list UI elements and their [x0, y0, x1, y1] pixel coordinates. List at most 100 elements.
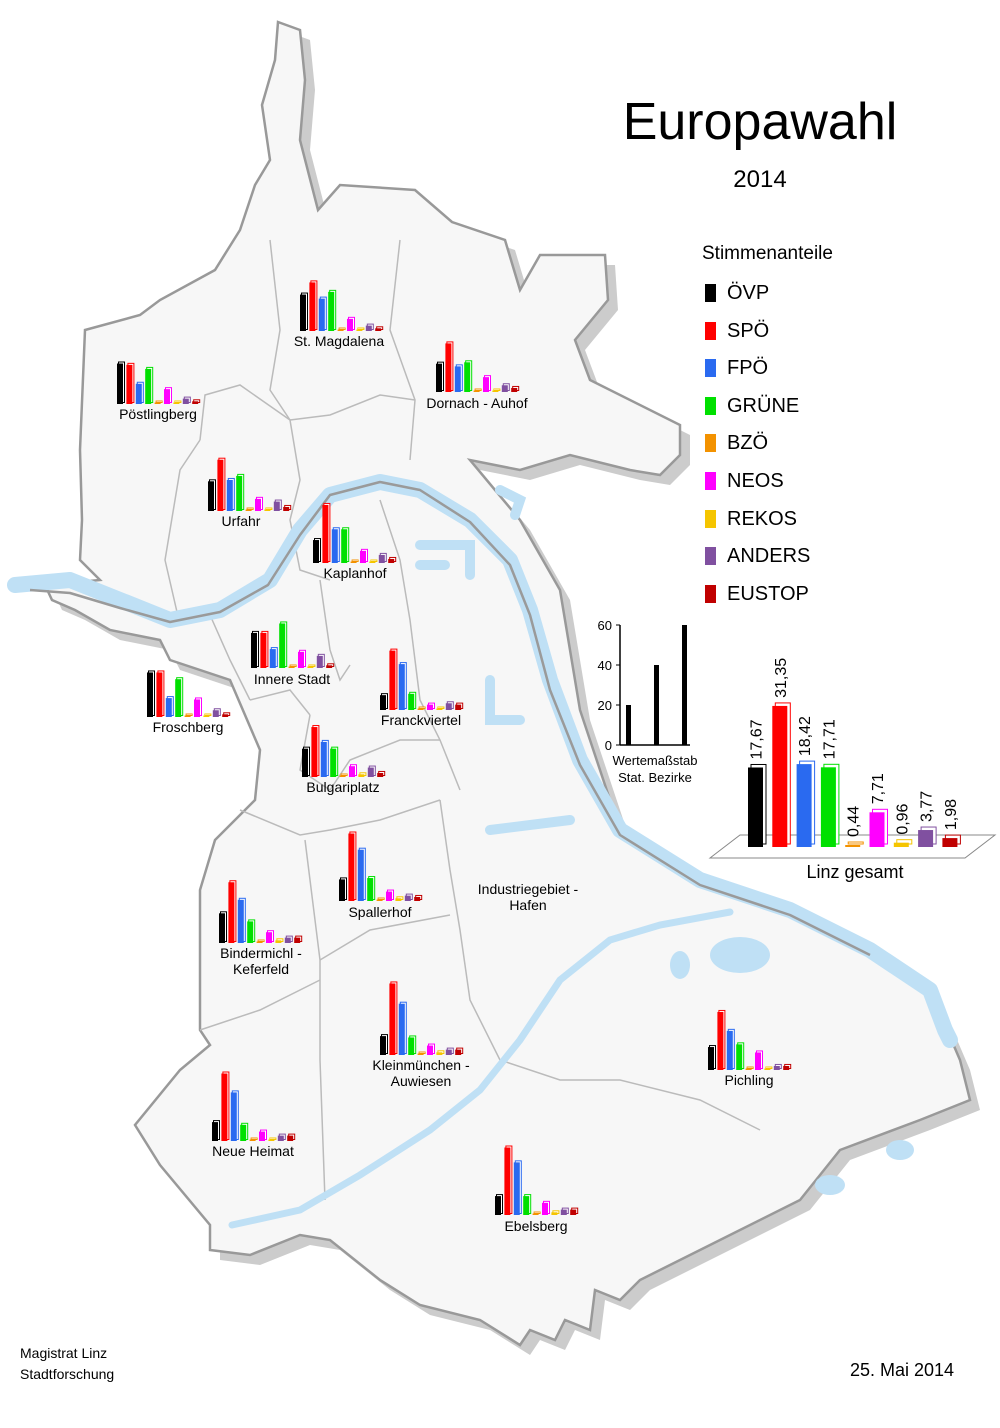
total-bar: [820, 767, 836, 847]
district-label: Neue Heimat: [212, 1143, 294, 1159]
legend-label: EUSTOP: [727, 582, 809, 605]
district-bar: [192, 401, 199, 404]
footer-date: 25. Mai 2014: [850, 1360, 955, 1380]
district-bar: [175, 679, 182, 717]
district-bar: [377, 772, 384, 777]
district-bar: [427, 704, 433, 710]
district-bar-shadow: [493, 388, 501, 391]
district-bar: [388, 558, 395, 563]
district-chart: Urfahr: [208, 457, 292, 529]
district-bar-shadow: [338, 327, 346, 330]
district-bar: [350, 561, 357, 563]
district-bar: [375, 328, 382, 331]
scale-bar: [682, 625, 687, 745]
district-bar: [226, 479, 233, 511]
district-bar-shadow: [437, 706, 445, 709]
district-bar: [320, 741, 327, 777]
district-bar: [473, 390, 480, 392]
district-bar: [542, 1202, 548, 1215]
district-bar: [331, 529, 338, 563]
district-bar: [164, 389, 170, 404]
district-label-line2: Auwiesen: [391, 1073, 452, 1089]
district-chart: Pichling: [708, 1009, 792, 1088]
legend-swatch: [705, 284, 716, 302]
district-bar: [349, 766, 355, 777]
district-boundaries: [164, 239, 761, 1201]
district-bar: [230, 1092, 237, 1141]
district-bar: [294, 937, 301, 943]
total-bar: [893, 842, 909, 847]
total-bar: [845, 845, 861, 847]
legend-swatch: [705, 434, 716, 453]
district-charts: St. Magdalena Dornach - Auhof Pöstlingberg…: [117, 280, 792, 1234]
scale-tick-label: 20: [598, 698, 612, 713]
district-bar: [337, 329, 344, 331]
district-bar: [302, 748, 308, 777]
district-bar-shadow: [765, 1066, 773, 1069]
district-bar: [348, 833, 355, 901]
district-bar: [316, 655, 323, 668]
legend-swatch: [705, 321, 716, 340]
total-value-label: 7,71: [870, 773, 887, 804]
legend-label: NEOS: [727, 470, 784, 492]
district-label: St. Magdalena: [294, 333, 384, 349]
legend-label: ANDERS: [727, 545, 811, 568]
district-bar: [417, 1053, 424, 1055]
district-label: Dornach - Auhof: [426, 395, 527, 411]
district-bar: [378, 554, 385, 563]
district-bar: [380, 695, 386, 710]
district-bar: [386, 891, 392, 901]
district-bar: [408, 693, 415, 710]
district-bar: [247, 921, 254, 943]
district-bar: [245, 509, 252, 511]
district-bar-shadow: [250, 1137, 258, 1140]
district-bar: [436, 363, 442, 392]
district-label: Pöstlingberg: [119, 406, 197, 422]
district-bar: [414, 896, 421, 901]
district-bar: [221, 1073, 228, 1141]
district-bar: [222, 714, 229, 717]
district-chart: Kleinmünchen -Auwiesen: [372, 981, 470, 1089]
district-bar: [492, 390, 499, 392]
district-bar: [219, 913, 225, 943]
linz-total-chart: 17,67 31,35 18,42 17,71 0,44 7,71 0,96 3,77 1,98…: [708, 658, 997, 882]
district-bar: [298, 651, 304, 668]
district-bar: [322, 504, 329, 563]
district-bar-shadow: [370, 559, 378, 562]
district-bar: [260, 632, 267, 668]
district-bar: [313, 540, 319, 563]
district-bar: [328, 291, 335, 331]
district-chart: Neue Heimat: [212, 1071, 296, 1159]
legend-label: GRÜNE: [727, 394, 800, 417]
district-bar: [360, 550, 366, 563]
district-bar: [560, 1209, 567, 1215]
map-year: 2014: [733, 166, 787, 193]
scale-tick-label: 60: [598, 618, 612, 633]
district-bar: [264, 509, 271, 511]
district-chart: Ebelsberg: [495, 1145, 579, 1234]
district-bar: [269, 649, 276, 668]
district-bar: [126, 364, 133, 404]
footer-line1: Magistrat Linz: [20, 1345, 108, 1361]
total-bar: [942, 838, 958, 847]
district-label: Ebelsberg: [504, 1218, 567, 1234]
district-bar: [369, 561, 376, 563]
district-bar: [212, 710, 219, 717]
district-chart: Kaplanhof: [313, 502, 397, 581]
district-bar: [279, 623, 286, 668]
total-bar: [796, 764, 812, 847]
district-label: Industriegebiet -: [478, 881, 579, 897]
district-bar: [283, 506, 290, 511]
district-bar: [551, 1212, 558, 1215]
district-bar: [117, 363, 123, 404]
district-label: Bindermichl -: [220, 945, 302, 961]
total-value-label: 31,35: [773, 658, 790, 698]
district-label: Spallerhof: [348, 904, 411, 920]
traun-river: [228, 908, 734, 1229]
district-bar: [454, 366, 461, 392]
legend-swatch: [705, 584, 716, 603]
district-chart: Industriegebiet -Hafen: [478, 881, 579, 913]
total-value-label: 18,42: [797, 716, 814, 756]
district-bar: [287, 1135, 294, 1141]
district-label: Kleinmünchen -: [372, 1057, 470, 1073]
